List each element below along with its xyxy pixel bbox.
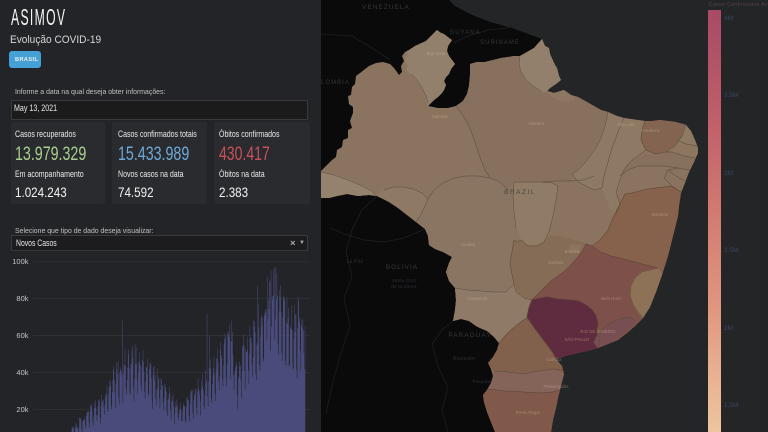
svg-text:COLOMBIA: COLOMBIA <box>321 80 350 86</box>
svg-text:40k: 40k <box>16 368 28 377</box>
svg-text:Goiânia: Goiânia <box>548 260 564 265</box>
svg-text:Cuiabá: Cuiabá <box>461 242 475 247</box>
svg-text:Santa Cruz: Santa Cruz <box>392 278 417 283</box>
svg-text:60k: 60k <box>16 331 28 340</box>
svg-text:BOLIVIA: BOLIVIA <box>386 264 418 271</box>
svg-text:Asunción: Asunción <box>453 356 475 362</box>
svg-text:Florianópolis: Florianópolis <box>543 384 568 389</box>
svg-text:100k: 100k <box>12 257 29 266</box>
svg-text:GUYANA: GUYANA <box>450 30 481 36</box>
svg-text:Posadas: Posadas <box>473 379 492 384</box>
svg-text:Fortaleza: Fortaleza <box>641 128 660 133</box>
svg-text:Altamira: Altamira <box>528 121 545 126</box>
svg-text:SÃO PAULO: SÃO PAULO <box>565 337 590 342</box>
svg-text:Manaus: Manaus <box>432 114 448 119</box>
svg-text:RIO DE JANEIRO: RIO DE JANEIRO <box>580 329 616 334</box>
svg-text:Curitiba: Curitiba <box>546 357 562 362</box>
svg-text:20k: 20k <box>16 405 28 414</box>
svg-text:BRAZIL: BRAZIL <box>504 189 536 196</box>
svg-text:80k: 80k <box>16 294 28 303</box>
svg-text:SURINAME: SURINAME <box>480 40 520 46</box>
svg-text:Boa Vista: Boa Vista <box>427 51 446 56</box>
svg-text:Salvador: Salvador <box>651 212 669 217</box>
svg-text:Porto Alegre: Porto Alegre <box>516 410 541 415</box>
svg-text:São Luís: São Luís <box>617 122 634 127</box>
svg-text:VENEZUELA: VENEZUELA <box>362 4 410 11</box>
svg-text:Brasília: Brasília <box>565 249 580 254</box>
svg-text:La Paz: La Paz <box>347 259 364 265</box>
svg-text:Campo Gr.: Campo Gr. <box>467 296 488 301</box>
svg-text:de la Sierra: de la Sierra <box>391 284 417 289</box>
svg-text:PARAGUAY: PARAGUAY <box>448 332 491 339</box>
svg-text:Belo Horiz.: Belo Horiz. <box>601 296 623 301</box>
